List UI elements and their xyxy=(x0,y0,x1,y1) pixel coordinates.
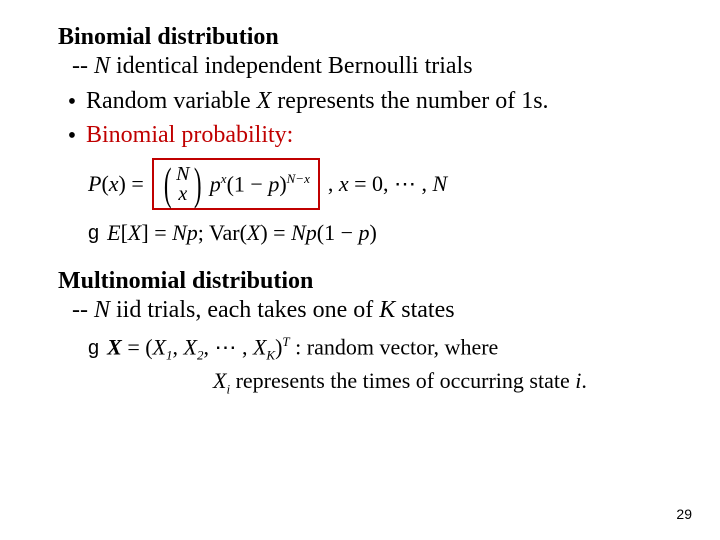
s2-sub-mid: iid trials, each takes one of xyxy=(110,297,379,323)
vec-desc: random vector, where xyxy=(307,334,499,359)
Var-eq: = xyxy=(268,220,291,245)
s2-sub-pre: -- xyxy=(72,297,94,323)
Var-X: X xyxy=(247,220,260,245)
multinomial-note: Xi represents the times of occurring sta… xyxy=(213,368,670,397)
binomial-pmf-formula: P(x) = ( N x ) px(1 − p)N−x , x = 0, ⋯ ,… xyxy=(88,158,670,210)
pmf-1mp-close: ) xyxy=(279,171,286,196)
binom-coeff: ( N x ) xyxy=(160,164,206,204)
Var-sym: Var xyxy=(209,220,240,245)
Var-1mp-open: (1 − xyxy=(317,220,359,245)
E-sym: E xyxy=(107,220,120,245)
s2-sub-N: N xyxy=(94,297,110,323)
binom-x: x xyxy=(178,184,187,204)
vec-c2: , ⋯ , xyxy=(203,334,253,359)
section1-title: Binomial distribution xyxy=(58,24,670,51)
vec-eq: = ( xyxy=(122,334,153,359)
Var-p1: p xyxy=(306,220,317,245)
subtitle-prefix: -- xyxy=(72,53,94,79)
g-label-icon: g xyxy=(88,222,99,245)
bullet1-post: represents the number of 1s. xyxy=(271,88,548,114)
section2-title: Multinomial distribution xyxy=(58,268,670,295)
pmf-1mp-p: p xyxy=(268,171,279,196)
vec-subK: K xyxy=(266,348,275,363)
Var-1mp-close: ) xyxy=(370,220,377,245)
Var-p2: p xyxy=(359,220,370,245)
note-period: . xyxy=(581,368,587,393)
pmf-range-x: x xyxy=(339,171,349,196)
section1-subtitle: -- N identical independent Bernoulli tri… xyxy=(72,53,670,80)
binomial-moments: g E[X] = Np; Var(X) = Np(1 − p) xyxy=(88,220,670,246)
vec-X2: X xyxy=(184,334,197,359)
bullet1-var-X: X xyxy=(257,88,272,114)
vec-c1: , xyxy=(173,334,184,359)
pmf-boxed: ( N x ) p x (1 − p)N−x xyxy=(152,158,320,210)
s2-sub-K: K xyxy=(379,297,395,323)
page-number: 29 xyxy=(676,506,692,522)
pmf-comma: , xyxy=(328,171,339,196)
bullet1-pre: Random variable xyxy=(86,88,257,114)
vec-X1: X xyxy=(153,334,166,359)
pmf-exp-Nx: N−x xyxy=(287,171,310,186)
E-eq: = xyxy=(149,220,172,245)
subtitle-var-N: N xyxy=(94,53,110,79)
E-close: ] xyxy=(141,220,148,245)
vec-T: T xyxy=(282,334,289,349)
pmf-range-eq: = 0, ⋯ , xyxy=(349,171,433,196)
bullet-dot-icon: • xyxy=(58,122,86,150)
pmf-1mp-open: (1 − xyxy=(227,171,269,196)
bullet-2: • Binomial probability: xyxy=(58,122,670,150)
pmf-P: P xyxy=(88,171,101,196)
pmf-range-N: N xyxy=(433,171,448,196)
E-p: p xyxy=(187,220,198,245)
moment-sep: ; xyxy=(198,220,209,245)
pmf-open: ( xyxy=(101,171,108,196)
subtitle-rest: identical independent Bernoulli trials xyxy=(110,53,473,79)
note-rest: represents the times of occurring state xyxy=(230,368,575,393)
pmf-x: x xyxy=(109,171,119,196)
E-open: [ xyxy=(121,220,128,245)
pmf-close: ) xyxy=(119,171,126,196)
pmf-p: p xyxy=(210,171,221,196)
vec-XK: X xyxy=(253,334,266,359)
note-Xi: X xyxy=(213,368,226,393)
multinomial-vector: g X = (X1, X2, ⋯ , XK)T : random vector,… xyxy=(88,334,670,364)
bullet-2-text: Binomial probability: xyxy=(86,122,670,149)
Var-N: N xyxy=(291,220,306,245)
bullet-1-text: Random variable X represents the number … xyxy=(86,88,670,115)
s2-sub-end: states xyxy=(395,297,454,323)
Var-close: ) xyxy=(260,220,267,245)
E-X: X xyxy=(128,220,141,245)
vec-colon: : xyxy=(290,334,307,359)
pmf-eq: = xyxy=(126,171,144,196)
E-N: N xyxy=(172,220,187,245)
bullet-1: • Random variable X represents the numbe… xyxy=(58,88,670,116)
bullet-dot-icon: • xyxy=(58,88,86,116)
vec-X: X xyxy=(107,334,122,359)
binom-N: N xyxy=(176,164,189,184)
g-label-icon: g xyxy=(88,337,99,360)
Var-open: ( xyxy=(240,220,247,245)
section2-subtitle: -- N iid trials, each takes one of K sta… xyxy=(72,297,670,324)
